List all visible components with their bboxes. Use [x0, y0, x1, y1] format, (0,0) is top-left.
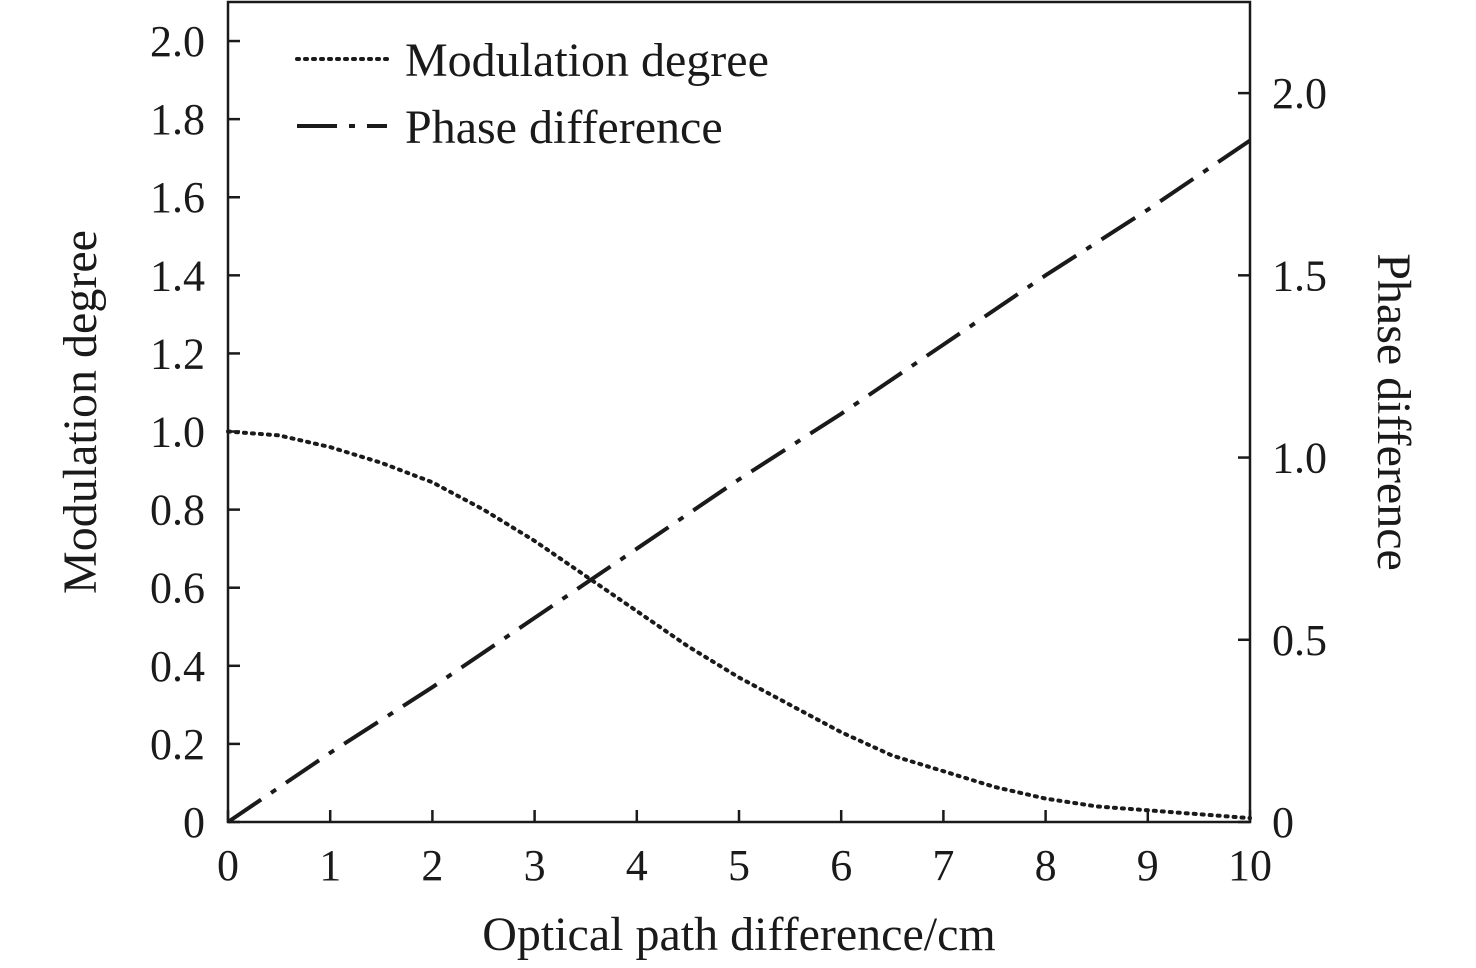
- right-y-axis-title: Phase difference: [1367, 253, 1420, 571]
- y-left-tick-label: 1.4: [150, 251, 205, 300]
- ticks-layer: 0 1 2 3 4 5 6 7 8 9 1000.20.40.60.81.01.21.41.61.8…: [150, 17, 1327, 890]
- y-left-tick-label: 2.0: [150, 17, 205, 66]
- y-left-tick-label: 1.6: [150, 173, 205, 222]
- y-left-tick-label: 0.6: [150, 564, 205, 613]
- y-left-tick-label: 0: [183, 798, 205, 847]
- x-tick-label: 7: [932, 841, 954, 890]
- series-line-modulation-degree: [226, 429, 1252, 821]
- legend: Modulation degree Phase difference: [295, 34, 769, 154]
- y-left-tick-label: 0.4: [150, 642, 205, 691]
- x-tick-label: 6: [830, 841, 852, 890]
- x-tick-label: 9: [1137, 841, 1159, 890]
- x-tick-label: 8: [1035, 841, 1057, 890]
- y-right-tick-label: 1.0: [1272, 434, 1327, 483]
- x-tick-label: 4: [626, 841, 648, 890]
- x-tick-label: 2: [421, 841, 443, 890]
- y-left-tick-label: 0.8: [150, 486, 205, 535]
- y-right-tick-label: 0: [1272, 798, 1294, 847]
- x-tick-label: 10: [1228, 841, 1272, 890]
- series-line-phase-difference: [226, 138, 1252, 824]
- y-right-tick-label: 1.5: [1272, 251, 1327, 300]
- left-y-axis-title: Modulation degree: [54, 230, 107, 594]
- y-left-tick-label: 1.8: [150, 95, 205, 144]
- x-tick-label: 1: [319, 841, 341, 890]
- y-right-tick-label: 0.5: [1272, 616, 1327, 665]
- x-tick-label: 0: [217, 841, 239, 890]
- y-left-tick-label: 0.2: [150, 720, 205, 769]
- y-right-tick-label: 2.0: [1272, 69, 1327, 118]
- x-tick-label: 3: [524, 841, 546, 890]
- plot-frame: [226, 0, 1252, 824]
- x-axis-title: Optical path difference/cm: [482, 908, 996, 961]
- x-tick-label: 5: [728, 841, 750, 890]
- legend-label-phase-difference: Phase difference: [405, 101, 723, 154]
- y-left-tick-label: 1.0: [150, 408, 205, 457]
- series-layer: [226, 138, 1252, 824]
- legend-label-modulation-degree: Modulation degree: [405, 34, 769, 87]
- y-left-tick-label: 1.2: [150, 329, 205, 378]
